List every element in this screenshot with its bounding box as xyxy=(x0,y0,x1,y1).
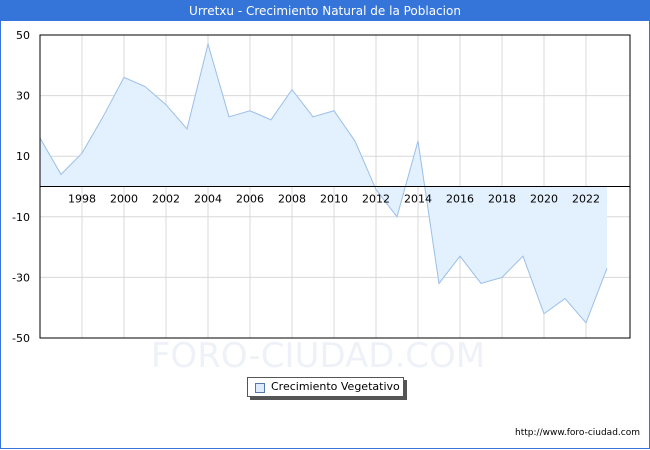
svg-text:10: 10 xyxy=(16,150,30,163)
legend-label: Crecimiento Vegetativo xyxy=(271,380,400,393)
svg-text:-50: -50 xyxy=(12,332,30,345)
svg-text:1998: 1998 xyxy=(68,193,96,206)
svg-text:2008: 2008 xyxy=(278,193,306,206)
data-line xyxy=(39,42,608,324)
svg-text:2002: 2002 xyxy=(152,193,180,206)
watermark: FORO-CIUDAD.COM xyxy=(151,336,485,376)
svg-text:2018: 2018 xyxy=(488,193,516,206)
y-axis-ticks: 50 30 10 -10 -30 -50 xyxy=(12,29,30,345)
chart-title: Urretxu - Crecimiento Natural de la Pobl… xyxy=(0,0,650,21)
legend-swatch-icon xyxy=(255,383,265,393)
footer-url[interactable]: http://www.foro-ciudad.com xyxy=(515,428,640,438)
x-axis-ticks: 1998 2000 2002 2004 2006 2008 2010 2012 2014 2016… xyxy=(68,193,600,206)
svg-text:-10: -10 xyxy=(12,211,30,224)
area-fill xyxy=(40,44,607,323)
svg-text:2012: 2012 xyxy=(362,193,390,206)
svg-text:FORO-CIUDAD.COM: FORO-CIUDAD.COM xyxy=(151,336,485,376)
svg-text:2016: 2016 xyxy=(446,193,474,206)
svg-text:2006: 2006 xyxy=(236,193,264,206)
legend: Crecimiento Vegetativo xyxy=(247,377,404,397)
svg-text:-30: -30 xyxy=(12,271,30,284)
svg-text:50: 50 xyxy=(16,29,30,42)
svg-text:2004: 2004 xyxy=(194,193,222,206)
svg-text:30: 30 xyxy=(16,90,30,103)
svg-text:2000: 2000 xyxy=(110,193,138,206)
svg-text:2020: 2020 xyxy=(530,193,558,206)
plot-border xyxy=(39,34,631,339)
svg-text:2010: 2010 xyxy=(320,193,348,206)
svg-text:2014: 2014 xyxy=(404,193,432,206)
svg-text:2022: 2022 xyxy=(572,193,600,206)
